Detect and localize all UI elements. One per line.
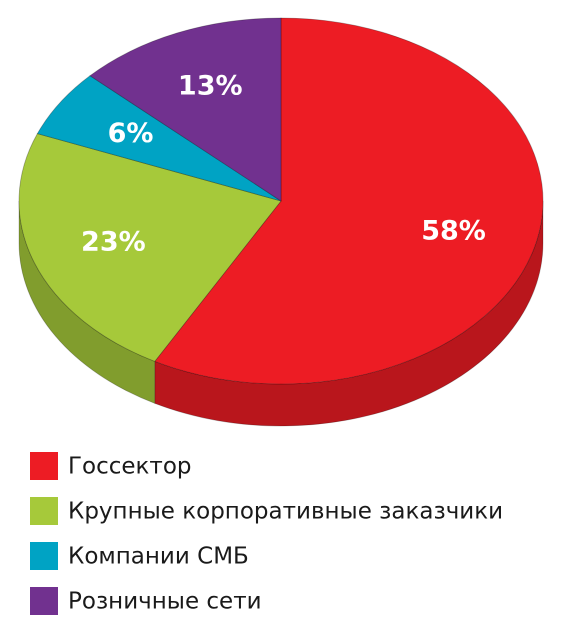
slice xyxy=(18,133,282,362)
legend-label: Крупные корпоративные заказчики xyxy=(68,499,503,525)
data-label: 23% xyxy=(81,227,146,258)
legend-swatch xyxy=(30,452,58,480)
data-label: 6% xyxy=(108,118,154,149)
data-label: 13% xyxy=(178,70,243,101)
legend-swatch xyxy=(30,497,58,525)
slice xyxy=(89,17,282,202)
legend-swatch xyxy=(30,542,58,570)
legend-label: Розничные сети xyxy=(68,589,262,615)
slice xyxy=(36,75,282,202)
data-label: 58% xyxy=(421,215,486,246)
legend-label: Компании СМБ xyxy=(68,544,249,570)
legend-swatch xyxy=(30,587,58,615)
legend-label: Госсектор xyxy=(68,454,192,480)
slice xyxy=(154,17,544,385)
